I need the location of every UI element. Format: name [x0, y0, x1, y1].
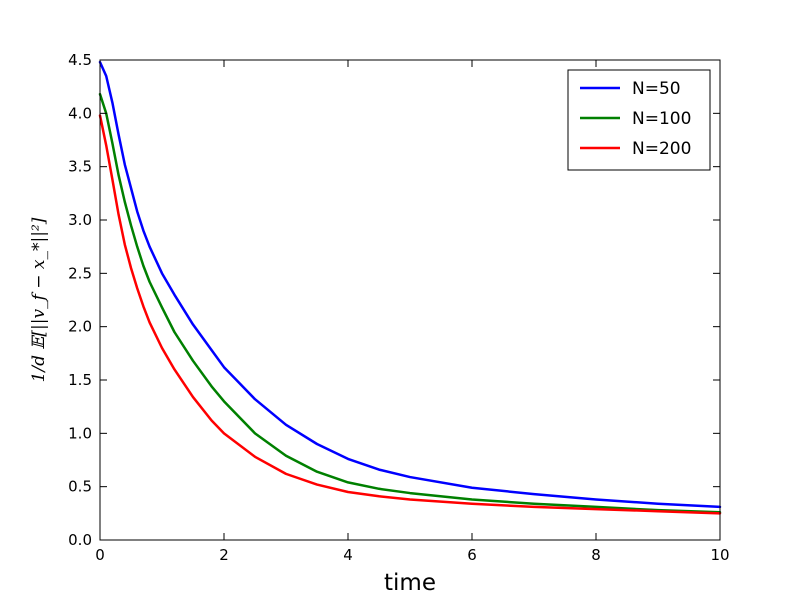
x-tick-label: 10: [710, 546, 729, 564]
series-layer: [98, 60, 722, 515]
x-tick-label: 8: [591, 546, 601, 564]
y-tick-label: 0.0: [68, 531, 92, 549]
y-axis-label: 1/d 𝔼[||v_f − x_*||²]: [29, 217, 49, 382]
plot-frame: [99, 59, 721, 541]
x-axis-label: time: [384, 570, 436, 596]
y-tick-label: 4.5: [68, 51, 92, 69]
y-tick-label: 4.0: [68, 104, 92, 122]
series-line-2: [98, 92, 722, 514]
y-tick-label: 1.0: [68, 424, 92, 442]
x-tick-label: 0: [95, 546, 105, 564]
y-tick-label: 3.0: [68, 211, 92, 229]
x-tick-label: 4: [343, 546, 353, 564]
y-tick-label: 0.5: [68, 478, 92, 496]
legend: N=50 N=100 N=200: [567, 69, 711, 171]
y-tick-label: 2.0: [68, 318, 92, 336]
y-tick-label: 3.5: [68, 158, 92, 176]
series-line-3: [98, 114, 722, 515]
y-tick-label: 1.5: [68, 371, 92, 389]
tick-layer: 0 2 4 6 8 10 0.0 0.5 1.0 1.5 2.0 2.5 3.0 3.5 4.0 4.5: [68, 51, 729, 564]
legend-label: N=200: [632, 139, 691, 159]
series-line-1: [98, 60, 722, 509]
x-tick-label: 2: [219, 546, 229, 564]
legend-label: N=50: [632, 79, 681, 99]
x-tick-label: 6: [467, 546, 477, 564]
legend-label: N=100: [632, 109, 691, 129]
legend-box: [567, 69, 711, 171]
y-tick-label: 2.5: [68, 264, 92, 282]
